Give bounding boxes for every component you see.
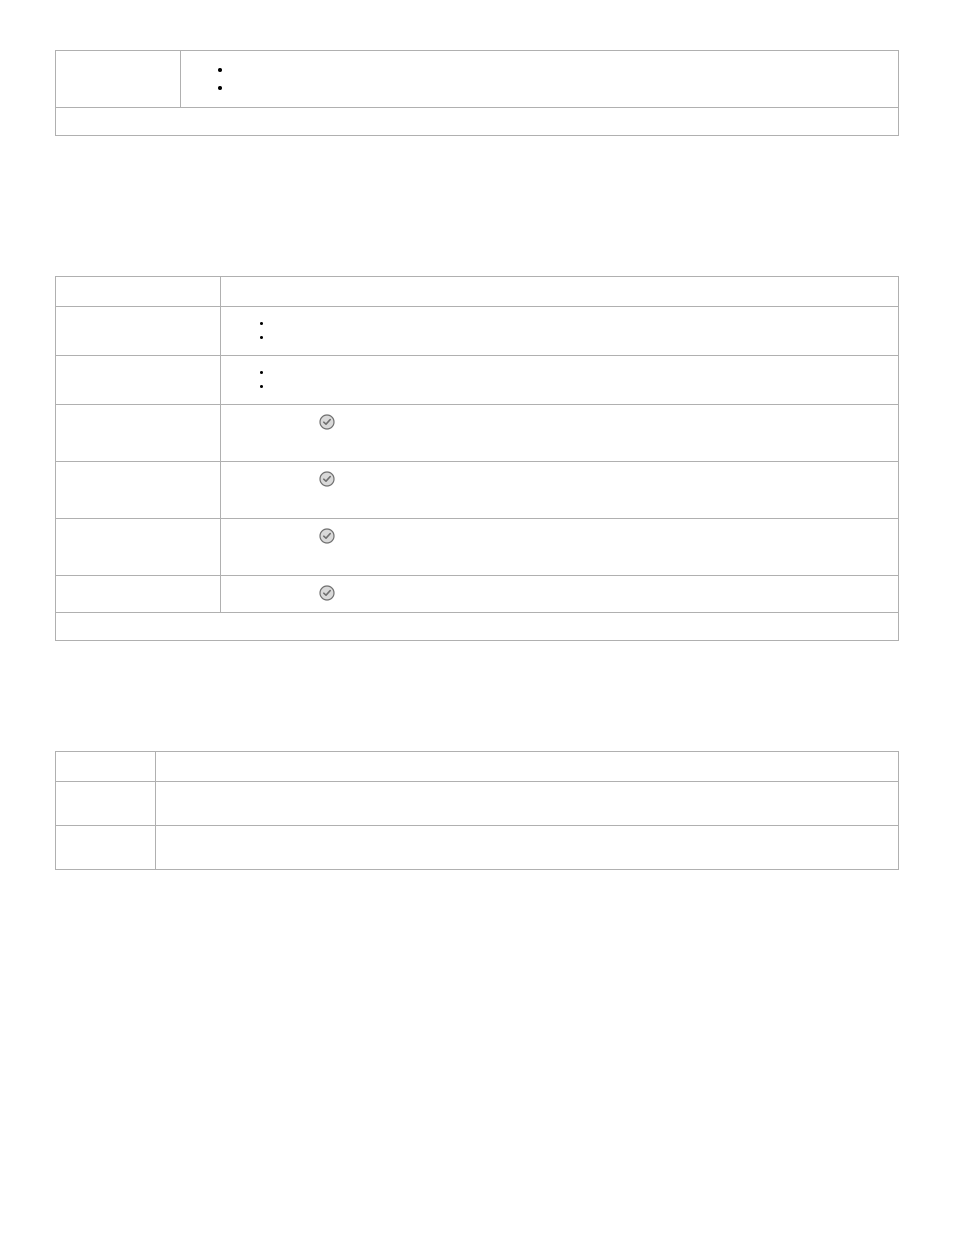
table-2-r3-c1 xyxy=(221,462,899,519)
table-2-r4-c1 xyxy=(221,519,899,576)
table-1-r0-c0 xyxy=(56,51,181,108)
table-3-r1-c1 xyxy=(156,826,899,870)
table-row xyxy=(56,613,899,641)
table-row xyxy=(56,405,899,462)
table-2-r5-c0 xyxy=(56,576,221,613)
check-cell xyxy=(231,413,888,453)
table-row xyxy=(56,356,899,405)
table-2-r5-c1 xyxy=(221,576,899,613)
bullet-list xyxy=(231,366,888,394)
table-row xyxy=(56,519,899,576)
table-2-r3-c0 xyxy=(56,462,221,519)
table-3 xyxy=(55,751,899,870)
bullet-list xyxy=(231,317,888,345)
table-3-h1 xyxy=(156,752,899,782)
list-item xyxy=(273,317,888,331)
vertical-spacer xyxy=(55,136,899,276)
list-item xyxy=(233,61,888,79)
check-cell xyxy=(231,584,888,604)
table-3-r0-c1 xyxy=(156,782,899,826)
table-3-h0 xyxy=(56,752,156,782)
table-1 xyxy=(55,50,899,136)
table-3-r1-c0 xyxy=(56,826,156,870)
list-item xyxy=(273,366,888,380)
table-2-r2-c0 xyxy=(56,405,221,462)
table-3-r0-c0 xyxy=(56,782,156,826)
checkmark-circle-icon xyxy=(319,585,335,601)
table-2-footer xyxy=(56,613,899,641)
list-item xyxy=(233,79,888,97)
table-2 xyxy=(55,276,899,641)
table-2-r2-c1 xyxy=(221,405,899,462)
table-2-r0-c1 xyxy=(221,307,899,356)
bullet-list xyxy=(191,61,888,97)
table-header-row xyxy=(56,752,899,782)
table-row xyxy=(56,576,899,613)
check-cell xyxy=(231,527,888,567)
list-item xyxy=(273,331,888,345)
table-row xyxy=(56,826,899,870)
table-1-r0-c1 xyxy=(181,51,899,108)
table-2-r1-c1 xyxy=(221,356,899,405)
table-1-footer xyxy=(56,108,899,136)
table-row xyxy=(56,307,899,356)
check-cell xyxy=(231,470,888,510)
checkmark-circle-icon xyxy=(319,528,335,544)
table-2-r4-c0 xyxy=(56,519,221,576)
table-row xyxy=(56,462,899,519)
table-2-h0 xyxy=(56,277,221,307)
table-header-row xyxy=(56,277,899,307)
table-2-r1-c0 xyxy=(56,356,221,405)
table-row xyxy=(56,108,899,136)
table-2-h1 xyxy=(221,277,899,307)
vertical-spacer xyxy=(55,641,899,751)
checkmark-circle-icon xyxy=(319,471,335,487)
table-2-r0-c0 xyxy=(56,307,221,356)
list-item xyxy=(273,380,888,394)
checkmark-circle-icon xyxy=(319,414,335,430)
table-row xyxy=(56,51,899,108)
table-row xyxy=(56,782,899,826)
